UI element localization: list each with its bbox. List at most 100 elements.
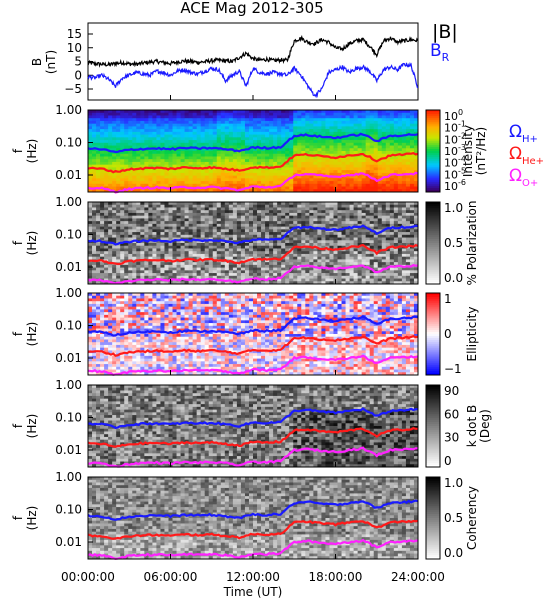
freq-ylabel: f (11, 423, 25, 428)
x-tick-label: 18:00:00 (309, 570, 363, 584)
x-tick-marks (87, 95, 419, 559)
y-tick-label: 0 (74, 68, 82, 82)
freq-ylabel-units: (Hz) (25, 506, 39, 531)
y-tick-label: 1.00 (55, 286, 82, 300)
y-tick-label: 0.10 (55, 503, 82, 517)
intensity-panel: 1.00 0.10 0.01 f (Hz) 10010-110-210-310-410-5… (11, 103, 488, 194)
colorbar-tick-label: 10-4 (444, 155, 466, 170)
freq-ylabel-units: (Hz) (25, 139, 39, 164)
polarization-spectrogram (88, 202, 419, 285)
colorbar-tick-label: 0.5 (444, 236, 463, 250)
colorbar-label: (nT²/Hz) (474, 127, 488, 175)
kdotb-colorbar: 90 60 30 0 k dot B (Deg) (425, 384, 492, 468)
y-tick-label: 1.00 (55, 195, 82, 209)
b-r-line (87, 61, 419, 99)
y-tick-label: 0.01 (55, 260, 82, 274)
kdotb-panel: 1.00 0.10 0.01 f (Hz) 90 60 30 0 k dot B (Deg) (11, 378, 492, 468)
gyro-legend: ΩH+ΩHe+ΩO+ (509, 122, 544, 189)
h-plus-gyro-line (87, 224, 419, 246)
b-total-line (87, 34, 419, 68)
x-tick-label: 12:00:00 (226, 570, 280, 584)
colorbar-label: k dot B (465, 405, 479, 447)
colorbar-label: Coherency (465, 486, 479, 550)
ellipticity-spectrogram (88, 293, 419, 376)
freq-ylabel-units: (Hz) (25, 322, 39, 347)
he-plus-gyro-line (87, 427, 418, 448)
colorbar-frame (425, 109, 441, 193)
intensity-spectrogram (88, 110, 419, 193)
h-plus-gyro-line (87, 407, 418, 430)
polarization-panel: 1.00 0.10 0.01 f (Hz) 1.0 0.5 0.0% Polarization (11, 195, 479, 285)
x-axis-label: Time (UT) (223, 585, 283, 599)
colorbar-tick-label: 0.0 (444, 546, 463, 560)
gyro-legend-he-plus: ΩHe+ (509, 144, 544, 167)
he-plus-gyro-line (87, 243, 419, 266)
colorbar-tick-label: 0.5 (444, 511, 463, 525)
kdotb-spectrogram (88, 385, 419, 468)
time-axis: 00:00:00 06:00:00 12:00:00 18:00:00 24:0… (61, 570, 445, 599)
gyro-legend-h-plus: ΩH+ (509, 122, 538, 145)
colorbar-tick-label: 1 (444, 292, 452, 306)
freq-ylabel-units: (Hz) (25, 414, 39, 439)
colorbar-tick-label: 10-6 (444, 178, 466, 193)
colorbar-label: (Deg) (478, 409, 492, 443)
o-plus-gyro-line (87, 354, 419, 376)
legend-b-total: |B| (432, 21, 458, 43)
y-tick-label: 1.00 (55, 103, 82, 117)
colorbar-tick-label: 10-3 (444, 143, 466, 158)
y-tick-label: 0.10 (55, 411, 82, 425)
colorbar-frame (425, 292, 441, 376)
colorbar-label: Intensity (461, 125, 475, 177)
he-plus-gyro-line (87, 519, 419, 540)
b-field-frame (87, 22, 419, 101)
x-tick-label: 06:00:00 (144, 570, 198, 584)
colorbar-tick-label: 0.0 (444, 271, 463, 285)
colorbar-tick-label: 1.0 (444, 476, 463, 490)
colorbar-tick-label: 10-2 (444, 131, 466, 146)
he-plus-gyro-line (87, 152, 419, 174)
o-plus-gyro-line (87, 446, 418, 468)
colorbar-frame (425, 476, 441, 560)
freq-ylabel: f (11, 240, 25, 245)
he-plus-gyro-line (87, 335, 419, 357)
o-plus-gyro-line (87, 171, 419, 194)
y-tick-label: 0.10 (55, 319, 82, 333)
x-tick-label: 24:00:00 (391, 570, 445, 584)
b-field-ylabel-line1: B (30, 58, 44, 66)
colorbar-tick-label: 60 (444, 407, 459, 421)
colorbar-tick-label: 0 (444, 454, 452, 468)
freq-ylabel: f (11, 331, 25, 336)
y-tick-label: 1.00 (55, 470, 82, 484)
y-tick-label: 0.01 (55, 535, 82, 549)
y-tick-label: 5 (74, 55, 82, 69)
y-tick-label: 1.00 (55, 378, 82, 392)
y-tick-label: 0.01 (55, 168, 82, 182)
colorbar-tick-label: 30 (444, 431, 459, 445)
h-plus-gyro-line (87, 132, 419, 154)
colorbar-tick-label: 1.0 (444, 201, 463, 215)
coherency-spectrogram (88, 477, 419, 560)
colorbar-tick-label: 90 (444, 384, 459, 398)
colorbar-frame (425, 201, 441, 285)
colorbar-label: Ellipticity (465, 307, 479, 362)
freq-ylabel: f (11, 148, 25, 153)
figure-title: ACE Mag 2012-305 (180, 0, 323, 17)
h-plus-gyro-line (87, 499, 419, 521)
freq-ylabel: f (11, 515, 25, 520)
colorbar-label: % Polarization (465, 201, 479, 286)
y-tick-label: 10 (67, 41, 82, 55)
x-tick-label: 00:00:00 (61, 570, 115, 584)
colorbar-tick-label: −1 (444, 362, 462, 376)
gyro-legend-o-plus: ΩO+ (509, 166, 538, 189)
polarization-colorbar: 1.0 0.5 0.0% Polarization (425, 201, 479, 286)
y-tick-label: 0.10 (55, 228, 82, 242)
colorbar-tick-label: 10-5 (444, 166, 466, 181)
legend-b-r: BR (430, 41, 450, 64)
h-plus-gyro-line (87, 315, 419, 337)
